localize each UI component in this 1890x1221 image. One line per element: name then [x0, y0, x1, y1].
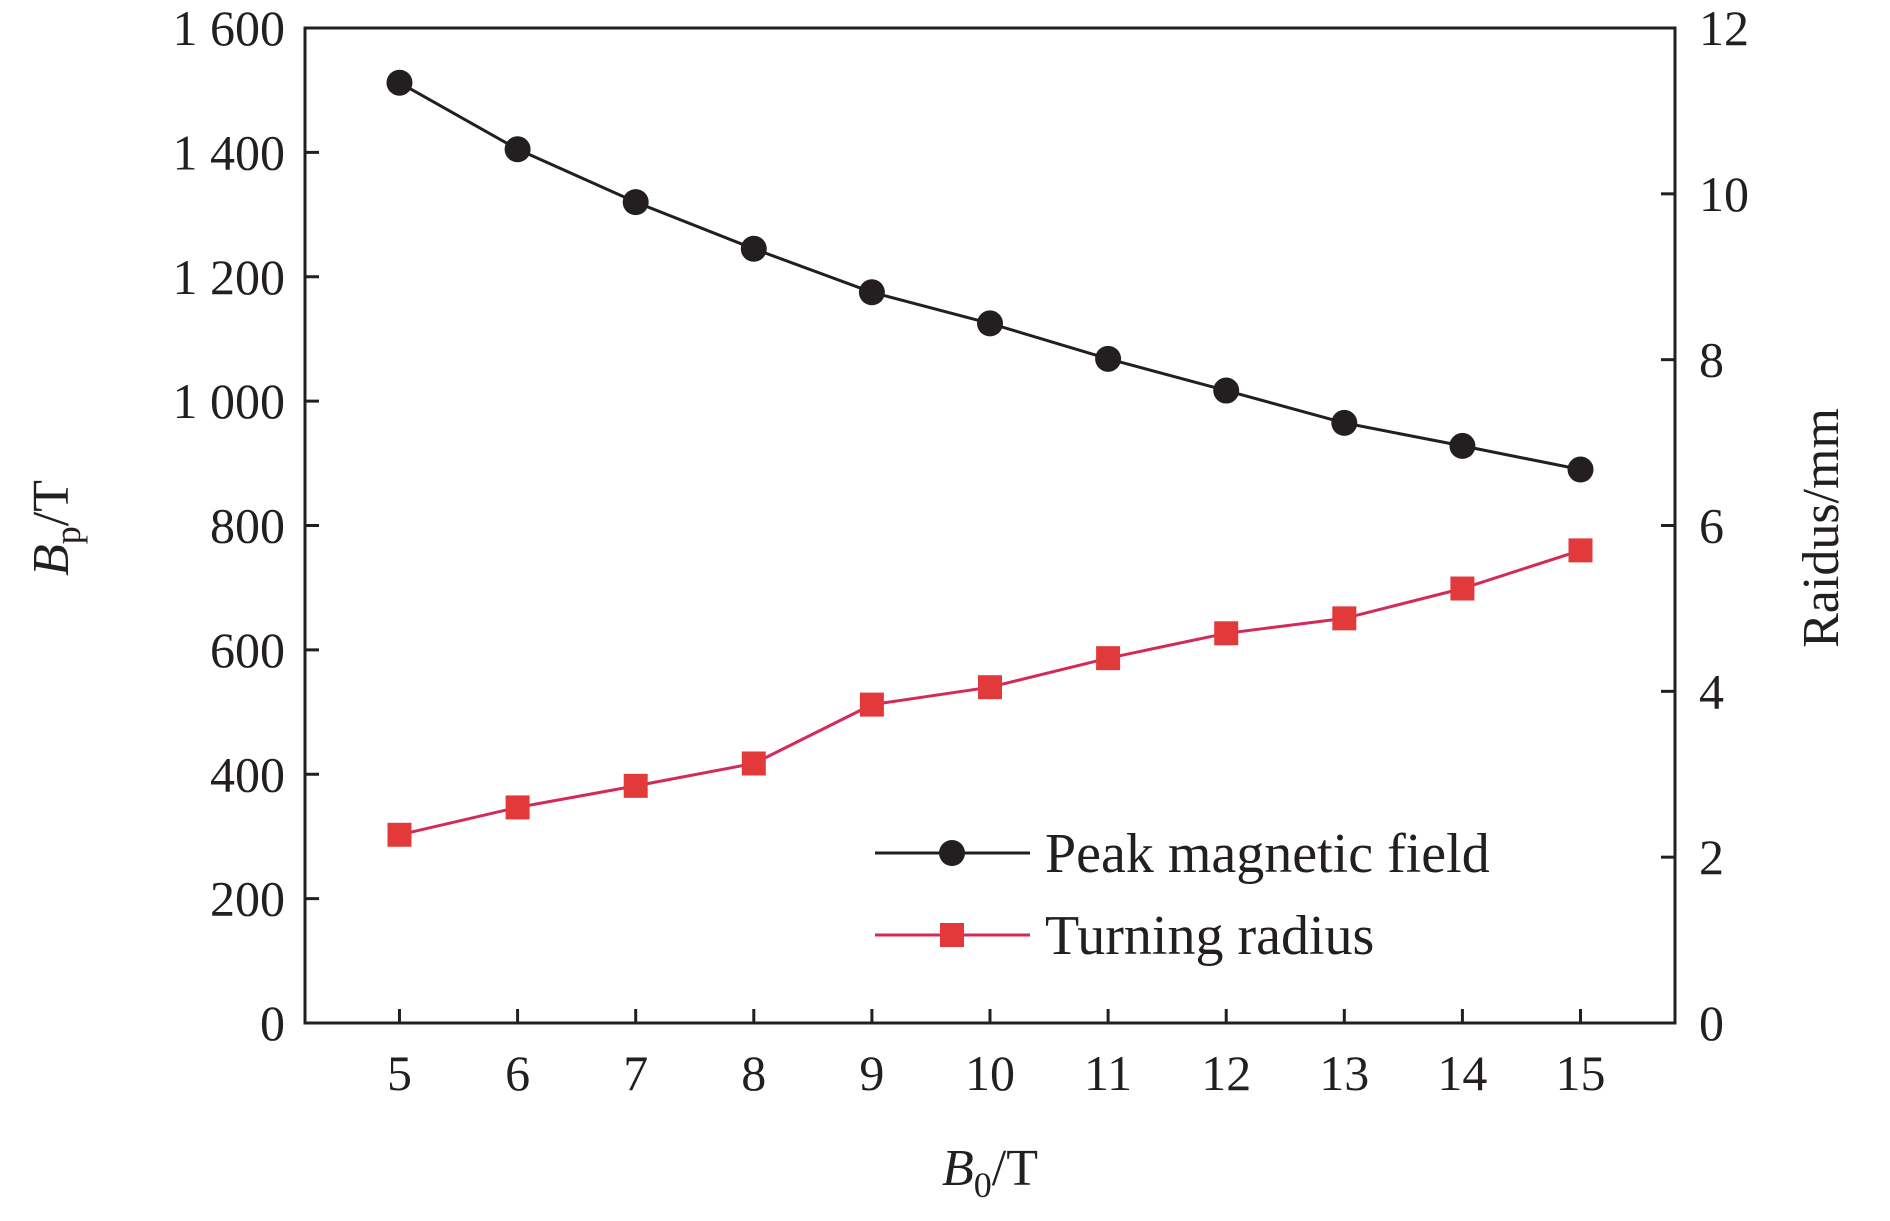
x-tick-label: 11 [1084, 1045, 1132, 1101]
data-point [1332, 606, 1357, 631]
data-point [978, 675, 1002, 700]
data-point [623, 773, 648, 798]
series-layer [386, 69, 1594, 847]
legend-label-turning: Turning radius [1045, 905, 1374, 967]
data-point [1095, 345, 1122, 372]
data-point [1214, 621, 1239, 646]
y-left-tick-label: 400 [210, 746, 285, 802]
x-tick-label: 12 [1201, 1045, 1251, 1101]
legend-marker-peak [939, 840, 965, 866]
x-tick-label: 9 [859, 1045, 884, 1101]
y-right-tick-label: 0 [1699, 995, 1724, 1051]
data-point [386, 69, 413, 96]
data-point [1213, 377, 1240, 404]
x-tick-label: 10 [965, 1045, 1015, 1101]
y-left-tick-label: 0 [260, 995, 285, 1051]
axis-ticks [305, 26, 1675, 1025]
y-right-tick-label: 2 [1699, 829, 1724, 885]
data-point [1568, 538, 1593, 563]
y-left-tick-label: 600 [210, 622, 285, 678]
data-point [1567, 456, 1594, 483]
x-tick-label: 5 [387, 1045, 412, 1101]
y-left-tick-label: 1 000 [173, 373, 286, 429]
data-point [977, 310, 1003, 337]
y-axis-left-title: Bp/T [23, 480, 88, 576]
y-right-tick-label: 10 [1699, 166, 1749, 222]
legend-marker-turning [940, 923, 964, 947]
data-point [504, 136, 531, 163]
data-point [505, 795, 530, 820]
data-point [622, 189, 649, 216]
data-point [858, 279, 885, 306]
data-point [1449, 432, 1476, 459]
y-right-tick-label: 4 [1699, 663, 1724, 719]
y-axis-right-title: Raidus/mm [1793, 408, 1850, 648]
y-left-tick-label: 200 [210, 871, 285, 927]
x-axis-title: B0/T [942, 1140, 1038, 1205]
x-tick-label: 15 [1556, 1045, 1606, 1101]
y-left-tick-label: 800 [210, 498, 285, 554]
x-tick-label: 6 [505, 1045, 530, 1101]
data-point [859, 692, 884, 717]
data-point [740, 235, 767, 262]
y-left-tick-label: 1 400 [173, 124, 286, 180]
data-point [741, 751, 766, 776]
y-right-tick-label: 12 [1699, 0, 1749, 56]
tick-labels: 5 6 7 8 9 10 11 12 13 14 15 0 200 400 600 800 1 000 1 200… [173, 0, 1750, 1101]
legend: Peak magnetic field Turning radius [875, 823, 1490, 967]
data-point [1096, 646, 1121, 671]
data-point [1450, 576, 1475, 601]
data-point [1331, 409, 1358, 436]
series-line-0 [398, 81, 1581, 471]
y-left-tick-label: 1 200 [173, 249, 286, 305]
legend-label-peak: Peak magnetic field [1045, 823, 1490, 885]
data-point [387, 822, 412, 847]
x-tick-label: 8 [741, 1045, 766, 1101]
x-tick-label: 14 [1437, 1045, 1487, 1101]
y-right-tick-label: 8 [1699, 332, 1724, 388]
x-tick-label: 13 [1319, 1045, 1369, 1101]
x-tick-label: 7 [623, 1045, 648, 1101]
y-right-tick-label: 6 [1699, 498, 1724, 554]
y-left-tick-label: 1 600 [173, 0, 286, 56]
